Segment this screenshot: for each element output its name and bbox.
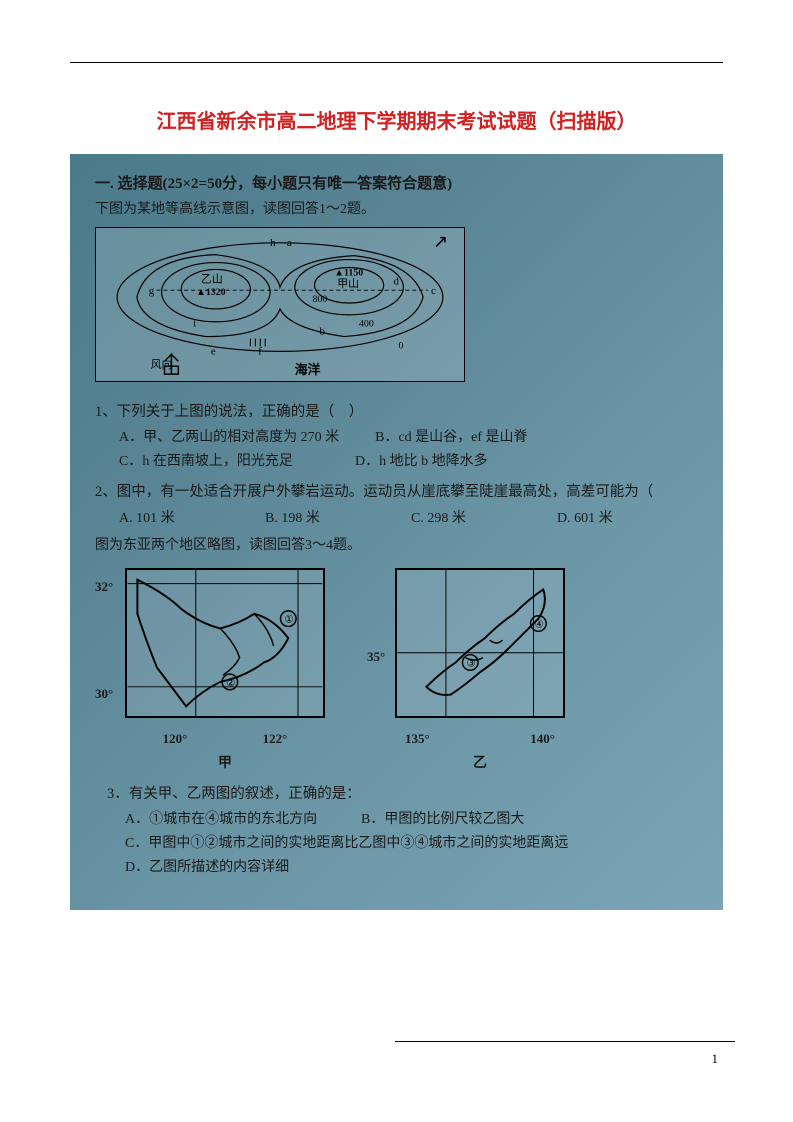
map-right-lon-right: 140° xyxy=(530,728,555,750)
q1-opt-c: C．h 在西南坡上，阳光充足 xyxy=(119,450,319,474)
q2-options: A. 101 米 B. 198 米 C. 298 米 D. 601 米 xyxy=(119,507,698,531)
label-g: g xyxy=(149,285,155,297)
q12-intro: 下图为某地等高线示意图，读图回答1～2题。 xyxy=(95,198,698,222)
map-left: 32° 30° ① ② 120° 122° 甲 xyxy=(125,568,325,775)
map-left-lat-bot: 30° xyxy=(95,683,113,705)
map-right-svg: ③ ④ xyxy=(395,568,565,718)
map-left-lon-left: 120° xyxy=(163,728,188,750)
scanned-content: 一. 选择题(25×2=50分，每小题只有唯一答案符合题意) 下图为某地等高线示… xyxy=(70,154,723,910)
label-e: e xyxy=(211,346,216,358)
q3-stem: 3．有关甲、乙两图的叙述，正确的是： xyxy=(107,782,698,807)
maps-row: 32° 30° ① ② 120° 122° 甲 xyxy=(125,568,698,775)
map-right: ③ ④ 35° 135° 140° 乙 xyxy=(395,568,565,775)
q1-opt-d: D．h 地比 b 地降水多 xyxy=(355,450,555,474)
map-left-lon-right: 122° xyxy=(263,728,288,750)
header-rule xyxy=(70,62,723,63)
label-a: a xyxy=(287,237,292,249)
map-left-svg: ① ② xyxy=(125,568,325,718)
label-c: c xyxy=(431,285,436,297)
contour-svg: ↗ 乙山 ▲1320 ▲1150 甲山 800 400 0 h a g d c xyxy=(95,227,465,382)
q1-opt-a: A．甲、乙两山的相对高度为 270 米 xyxy=(119,426,339,450)
marker-1: ① xyxy=(284,614,294,626)
contour-800: 800 xyxy=(313,294,328,305)
peak-yi-label: 乙山 xyxy=(201,273,223,286)
label-f: f xyxy=(258,346,262,358)
label-i: i xyxy=(193,318,196,330)
label-d: d xyxy=(394,276,400,288)
page-number: 1 xyxy=(712,1051,719,1067)
wind-label: 风向 xyxy=(151,357,173,371)
exam-title: 江西省新余市高二地理下学期期末考试试题（扫描版） xyxy=(70,105,723,134)
map-left-lat-top: 32° xyxy=(95,576,113,598)
q1-options: A．甲、乙两山的相对高度为 270 米 B．cd 是山谷，ef 是山脊 C．h … xyxy=(119,426,698,474)
q1-opt-b: B．cd 是山谷，ef 是山脊 xyxy=(375,426,575,450)
label-b: b xyxy=(319,326,325,338)
north-icon: ↗ xyxy=(433,232,448,252)
label-h-top: h xyxy=(270,237,276,249)
map-left-label: 甲 xyxy=(125,752,325,776)
q2-opt-c: C. 298 米 xyxy=(411,507,521,531)
q2-opt-d: D. 601 米 xyxy=(557,507,667,531)
map-right-lon-left: 135° xyxy=(405,728,430,750)
map-right-lat: 35° xyxy=(367,646,385,668)
q1-stem: 1、下列关于上图的说法，正确的是（ ） xyxy=(95,400,698,425)
q34-intro: 图为东亚两个地区略图，读图回答3～4题。 xyxy=(95,534,698,558)
q3-opt-c: C．甲图中①②城市之间的实地距离比乙图中③④城市之间的实地距离远 xyxy=(125,832,698,856)
q3-opt-a: A．①城市在④城市的东北方向 xyxy=(125,808,325,832)
contour-figure: ↗ 乙山 ▲1320 ▲1150 甲山 800 400 0 h a g d c xyxy=(95,227,698,392)
marker-3: ③ xyxy=(466,658,476,670)
sea-label: 海洋 xyxy=(295,362,321,377)
marker-4: ④ xyxy=(535,619,545,631)
map-right-label: 乙 xyxy=(395,752,565,776)
q3-options: A．①城市在④城市的东北方向 B．甲图的比例尺较乙图大 C．甲图中①②城市之间的… xyxy=(125,808,698,879)
q2-opt-a: A. 101 米 xyxy=(119,507,229,531)
q3-opt-d: D．乙图所描述的内容详细 xyxy=(125,856,698,880)
peak-jia-label: 甲山 xyxy=(337,278,359,291)
peak-yi-elev: ▲1320 xyxy=(196,287,226,298)
marker-2: ② xyxy=(226,677,236,689)
section-header: 一. 选择题(25×2=50分，每小题只有唯一答案符合题意) xyxy=(95,172,698,198)
contour-0: 0 xyxy=(398,341,403,352)
q3-opt-b: B．甲图的比例尺较乙图大 xyxy=(361,808,561,832)
contour-400: 400 xyxy=(359,319,374,330)
q2-stem: 2、图中，有一处适合开展户外攀岩运动。运动员从崖底攀至陡崖最高处，高差可能为（ xyxy=(95,480,698,505)
peak-jia-elev: ▲1150 xyxy=(334,268,363,279)
q2-opt-b: B. 198 米 xyxy=(265,507,375,531)
footer-rule xyxy=(395,1041,735,1042)
